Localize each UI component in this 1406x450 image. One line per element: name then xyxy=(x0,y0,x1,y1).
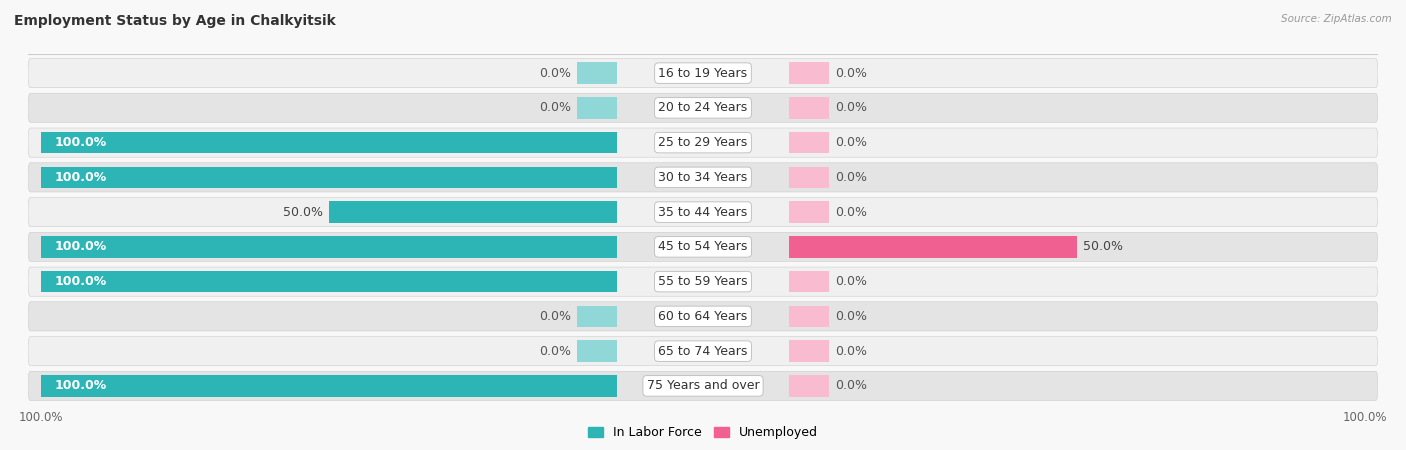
Text: 0.0%: 0.0% xyxy=(538,67,571,80)
Text: 0.0%: 0.0% xyxy=(538,345,571,358)
Bar xyxy=(789,236,1077,258)
Text: 60 to 64 Years: 60 to 64 Years xyxy=(658,310,748,323)
Text: 25 to 29 Years: 25 to 29 Years xyxy=(658,136,748,149)
Bar xyxy=(789,375,828,396)
Text: 100.0%: 100.0% xyxy=(55,379,107,392)
Text: 30 to 34 Years: 30 to 34 Years xyxy=(658,171,748,184)
Bar xyxy=(578,63,617,84)
Text: 0.0%: 0.0% xyxy=(835,206,868,219)
Bar xyxy=(578,97,617,119)
Text: 65 to 74 Years: 65 to 74 Years xyxy=(658,345,748,358)
Text: 0.0%: 0.0% xyxy=(835,101,868,114)
FancyBboxPatch shape xyxy=(28,232,1378,261)
Bar xyxy=(789,63,828,84)
Text: 0.0%: 0.0% xyxy=(538,310,571,323)
FancyBboxPatch shape xyxy=(28,58,1378,88)
Bar xyxy=(789,97,828,119)
Text: 75 Years and over: 75 Years and over xyxy=(647,379,759,392)
Text: 0.0%: 0.0% xyxy=(835,67,868,80)
FancyBboxPatch shape xyxy=(28,371,1378,400)
Text: 100.0%: 100.0% xyxy=(55,136,107,149)
Bar xyxy=(41,236,617,258)
Text: 0.0%: 0.0% xyxy=(835,310,868,323)
Bar xyxy=(789,166,828,188)
Text: 45 to 54 Years: 45 to 54 Years xyxy=(658,240,748,253)
Text: 100.0%: 100.0% xyxy=(55,275,107,288)
FancyBboxPatch shape xyxy=(28,128,1378,157)
Bar xyxy=(789,201,828,223)
Bar xyxy=(329,201,617,223)
Text: 20 to 24 Years: 20 to 24 Years xyxy=(658,101,748,114)
Bar xyxy=(789,340,828,362)
Text: 100.0%: 100.0% xyxy=(55,240,107,253)
Bar xyxy=(41,271,617,292)
FancyBboxPatch shape xyxy=(28,337,1378,366)
Text: 0.0%: 0.0% xyxy=(835,379,868,392)
Text: 50.0%: 50.0% xyxy=(283,206,322,219)
FancyBboxPatch shape xyxy=(28,267,1378,296)
Bar xyxy=(789,306,828,327)
Text: Source: ZipAtlas.com: Source: ZipAtlas.com xyxy=(1281,14,1392,23)
Bar xyxy=(578,306,617,327)
Text: 50.0%: 50.0% xyxy=(1084,240,1123,253)
Text: 35 to 44 Years: 35 to 44 Years xyxy=(658,206,748,219)
Text: 100.0%: 100.0% xyxy=(55,171,107,184)
Text: 0.0%: 0.0% xyxy=(835,275,868,288)
Text: 0.0%: 0.0% xyxy=(835,345,868,358)
FancyBboxPatch shape xyxy=(28,302,1378,331)
FancyBboxPatch shape xyxy=(28,93,1378,122)
Bar xyxy=(41,132,617,153)
Bar xyxy=(41,166,617,188)
Text: 55 to 59 Years: 55 to 59 Years xyxy=(658,275,748,288)
FancyBboxPatch shape xyxy=(28,198,1378,227)
Legend: In Labor Force, Unemployed: In Labor Force, Unemployed xyxy=(583,421,823,445)
Bar xyxy=(789,132,828,153)
Text: 0.0%: 0.0% xyxy=(835,136,868,149)
FancyBboxPatch shape xyxy=(28,163,1378,192)
Bar xyxy=(41,375,617,396)
Text: Employment Status by Age in Chalkyitsik: Employment Status by Age in Chalkyitsik xyxy=(14,14,336,27)
Text: 0.0%: 0.0% xyxy=(538,101,571,114)
Text: 16 to 19 Years: 16 to 19 Years xyxy=(658,67,748,80)
Text: 0.0%: 0.0% xyxy=(835,171,868,184)
Bar xyxy=(578,340,617,362)
Bar xyxy=(789,271,828,292)
